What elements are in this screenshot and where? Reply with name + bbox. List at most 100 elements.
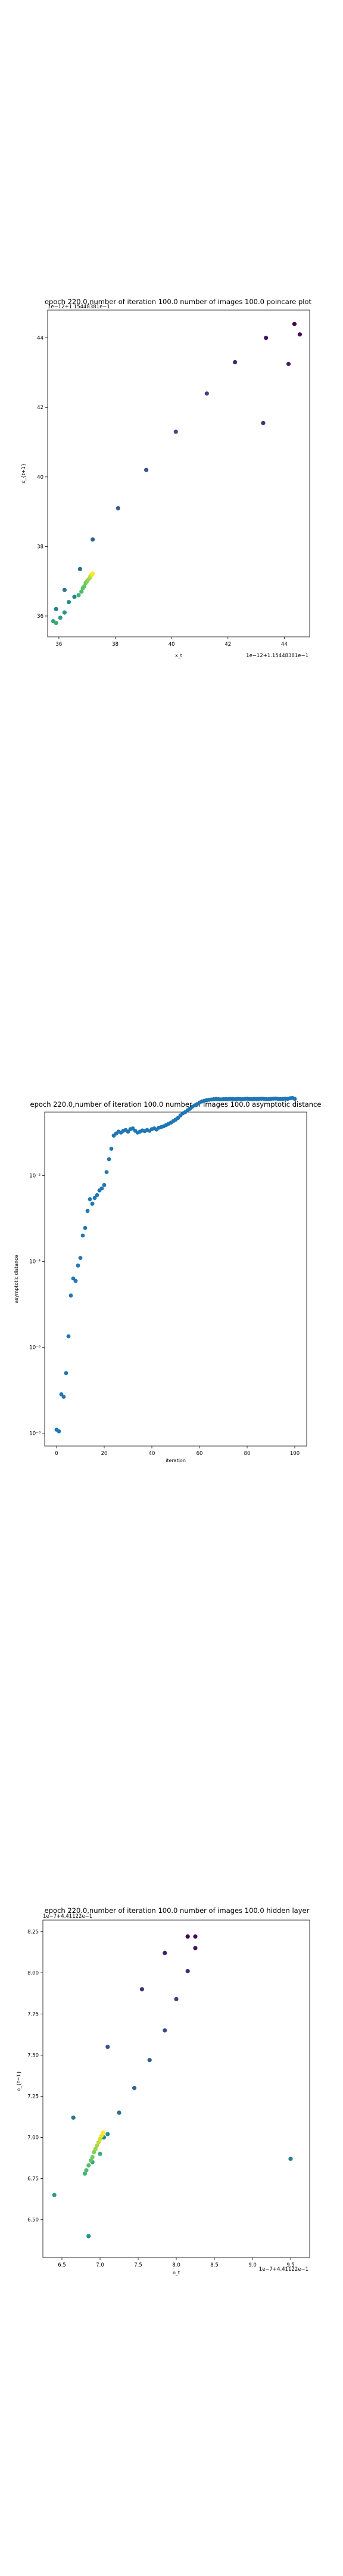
x-tick-label: 40	[149, 1451, 155, 1457]
scatter-point	[90, 1202, 95, 1206]
x-tick-label: 7.5	[134, 2262, 142, 2268]
plot-frame	[44, 1111, 307, 1447]
scatter-point	[95, 1193, 99, 1197]
x-ticks: 0 20 40 60 80 100	[55, 1446, 300, 1457]
scatter-point	[117, 2110, 121, 2115]
x-tick-label: 9.0	[248, 2262, 257, 2268]
scatter-point	[185, 1934, 190, 1939]
y-tick-label: 44	[37, 336, 43, 342]
x-tick-label: 60	[197, 1451, 203, 1457]
y-offset-text: 1e−7+4.41122e−1	[43, 1914, 92, 1919]
x-tick-label: 8.5	[210, 2262, 219, 2268]
scatter-point	[58, 615, 63, 620]
x-tick-label: 8.0	[172, 2262, 180, 2268]
scatter-point	[68, 1293, 73, 1298]
scatter-point	[204, 391, 209, 396]
scatter-point	[297, 332, 303, 337]
scatter-point	[89, 2158, 93, 2163]
y-tick-label: 7.00	[27, 2135, 39, 2141]
y-ticks: 10⁻⁸ 10⁻⁶ 10⁻⁴ 10⁻²	[29, 1173, 45, 1436]
chart-title: epoch 220.0,number of iteration 100.0 nu…	[45, 298, 312, 306]
scatter-point	[64, 1371, 68, 1376]
scatter-point	[71, 2115, 76, 2120]
scatter-point	[99, 1186, 104, 1191]
scatter-point	[292, 1097, 297, 1101]
x-tick-label: 42	[224, 642, 231, 648]
y-tick-label: 10⁻⁸	[29, 1431, 40, 1436]
scatter-point	[144, 467, 149, 472]
scatter-point	[93, 2147, 98, 2151]
scatter-point	[84, 2168, 89, 2173]
points	[52, 1934, 293, 2238]
scatter-point	[54, 621, 58, 626]
x-axis-label: o_t	[173, 2270, 180, 2275]
scatter-point	[132, 2086, 137, 2091]
chart-title: epoch 220.0,number of iteration 100.0 nu…	[30, 1100, 322, 1109]
x-axis-label: iteration	[166, 1458, 186, 1463]
x-tick-label: 100	[290, 1451, 300, 1457]
y-ticks: 36 38 40 42 44	[37, 336, 48, 620]
hidden-layer-chart: epoch 220.0,number of iteration 100.0 nu…	[16, 1906, 310, 2275]
y-tick-label: 8.25	[27, 1929, 39, 1935]
y-axis-label: x_{t+1}	[21, 463, 26, 484]
scatter-point	[77, 566, 83, 571]
y-tick-label: 6.75	[27, 2176, 39, 2182]
y-tick-label: 38	[37, 544, 43, 550]
y-tick-label: 10⁻²	[29, 1173, 40, 1179]
y-axis-label: o_{t+1}	[16, 2071, 21, 2091]
x-tick-label: 80	[244, 1451, 251, 1457]
scatter-point	[173, 429, 178, 434]
scatter-point	[82, 584, 87, 589]
x-tick-label: 7.0	[96, 2262, 104, 2268]
scatter-point	[286, 361, 291, 366]
scatter-point	[86, 2163, 91, 2168]
x-tick-label: 6.5	[58, 2262, 66, 2268]
scatter-point	[193, 1946, 198, 1950]
scatter-point	[193, 1934, 198, 1939]
x-offset-text: 1e−12+1.15448381e−1	[246, 653, 308, 659]
scatter-point	[79, 589, 84, 594]
scatter-point	[83, 1225, 88, 1230]
points	[54, 1095, 297, 1433]
x-ticks: 6.5 7.0 7.5 8.0 8.5 9.0 9.5	[58, 2258, 295, 2268]
scatter-point	[73, 1278, 78, 1283]
scatter-point	[52, 2193, 57, 2197]
scatter-point	[66, 1334, 71, 1339]
scatter-point	[91, 537, 95, 542]
scatter-point	[96, 2140, 101, 2145]
scatter-point	[57, 1429, 61, 1433]
y-tick-label: 7.25	[27, 2094, 39, 2100]
scatter-point	[107, 1157, 111, 1162]
scatter-point	[264, 336, 269, 340]
scatter-point	[261, 420, 266, 426]
scatter-point	[61, 1395, 66, 1399]
y-tick-label: 36	[37, 614, 43, 620]
scatter-point	[233, 360, 238, 365]
y-tick-label: 10⁻⁴	[29, 1259, 40, 1265]
scatter-point	[76, 1263, 80, 1268]
x-tick-label: 9.5	[286, 2262, 295, 2268]
scatter-point	[139, 1987, 144, 1992]
y-tick-label: 10⁻⁶	[29, 1345, 40, 1351]
scatter-point	[109, 1147, 114, 1151]
y-tick-label: 8.00	[27, 1970, 39, 1976]
x-tick-label: 0	[55, 1451, 58, 1457]
y-tick-label: 6.50	[27, 2217, 39, 2223]
x-tick-label: 40	[169, 642, 175, 648]
y-offset-text: 1e−12+1.15448381e−1	[48, 304, 110, 310]
scatter-point	[76, 593, 81, 597]
scatter-point	[174, 1996, 179, 2002]
x-tick-label: 20	[101, 1451, 108, 1457]
scatter-point	[116, 506, 120, 510]
y-axis-label: asymptotic distance	[14, 1255, 19, 1303]
y-tick-label: 40	[37, 475, 43, 481]
plot-frame	[47, 309, 310, 637]
scatter-point	[91, 571, 95, 576]
scatter-point	[163, 1950, 167, 1955]
y-tick-label: 7.75	[27, 2011, 39, 2017]
scatter-point	[86, 2234, 91, 2238]
points	[51, 321, 303, 626]
scatter-point	[99, 2134, 104, 2138]
scatter-point	[54, 606, 58, 611]
x-tick-label: 36	[56, 642, 63, 648]
